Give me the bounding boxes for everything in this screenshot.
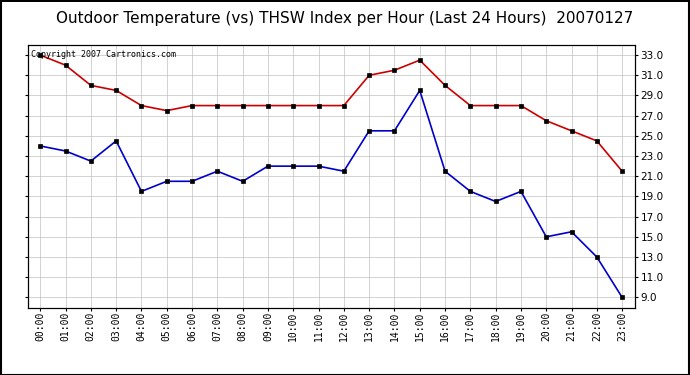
Text: Copyright 2007 Cartronics.com: Copyright 2007 Cartronics.com	[30, 50, 176, 59]
Text: Outdoor Temperature (vs) THSW Index per Hour (Last 24 Hours)  20070127: Outdoor Temperature (vs) THSW Index per …	[57, 11, 633, 26]
